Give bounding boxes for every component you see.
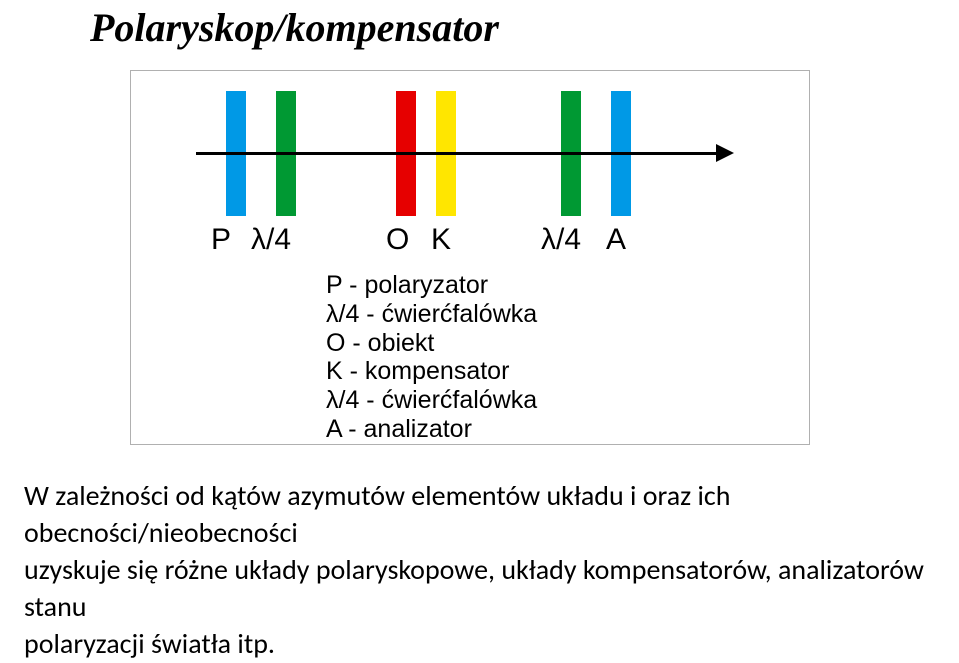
axis-labels: P λ/4 O K λ/4 A [131, 223, 809, 263]
axis-label-P: P [211, 223, 231, 257]
optical-axis-line [196, 152, 716, 155]
legend-line: λ/4 - ćwierćfalówka [326, 300, 537, 329]
schematic-area [131, 91, 809, 216]
diagram-box: P λ/4 O K λ/4 A P - polaryzator λ/4 - ćw… [130, 70, 810, 445]
legend: P - polaryzator λ/4 - ćwierćfalówka O - … [326, 271, 537, 444]
axis-label-O: O [386, 223, 409, 257]
legend-line: P - polaryzator [326, 271, 537, 300]
axis-label-l4a: λ/4 [251, 223, 291, 257]
legend-line: λ/4 - ćwierćfalówka [326, 386, 537, 415]
page-title: Polaryskop/kompensator [90, 4, 499, 51]
legend-line: O - obiekt [326, 329, 537, 358]
legend-line: K - kompensator [326, 357, 537, 386]
legend-line: A - analizator [326, 415, 537, 444]
caption: W zależności od kątów azymutów elementów… [24, 478, 935, 663]
page: Polaryskop/kompensator P λ/4 O K λ/4 A P… [0, 0, 959, 658]
caption-line: uzyskuje się różne układy polaryskopowe,… [24, 552, 935, 626]
axis-label-K: K [431, 223, 451, 257]
axis-label-l4b: λ/4 [541, 223, 581, 257]
axis-label-A: A [606, 223, 626, 257]
caption-line: W zależności od kątów azymutów elementów… [24, 478, 935, 552]
optical-axis-arrowhead [716, 144, 734, 162]
caption-line: polaryzacji światła itp. [24, 626, 935, 663]
